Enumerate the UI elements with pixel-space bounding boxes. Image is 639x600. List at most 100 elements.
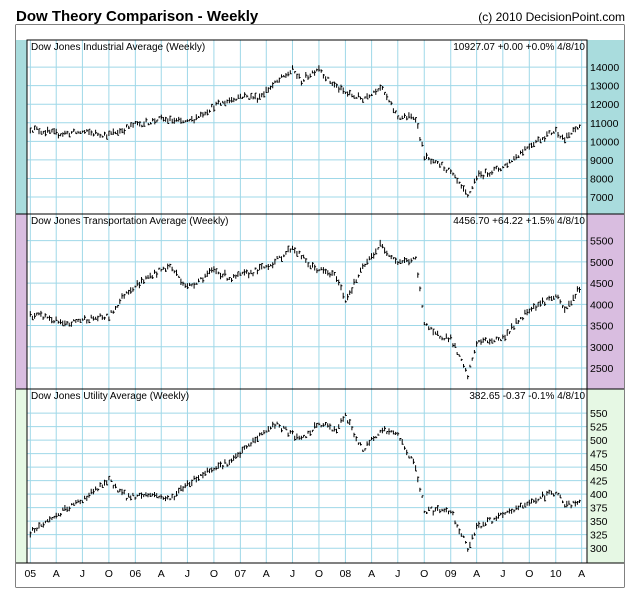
data-point xyxy=(345,415,346,416)
data-point xyxy=(424,156,425,157)
data-point xyxy=(82,319,83,320)
chart-title: Dow Theory Comparison - Weekly xyxy=(16,8,259,25)
data-point xyxy=(529,144,530,145)
y-tick-label: 3500 xyxy=(590,321,614,333)
y-tick-label: 2500 xyxy=(590,363,614,375)
data-point xyxy=(441,165,442,166)
data-point xyxy=(433,333,434,334)
data-point xyxy=(450,338,451,339)
y-tick-label: 425 xyxy=(590,476,608,488)
x-tick-label: O xyxy=(210,568,218,580)
data-point xyxy=(169,265,170,266)
data-point xyxy=(581,124,582,125)
data-point xyxy=(30,128,31,129)
data-point xyxy=(257,97,258,98)
x-tick-label: O xyxy=(525,568,533,580)
data-point xyxy=(292,434,293,435)
right-band-2 xyxy=(587,214,624,389)
data-point xyxy=(108,316,109,317)
y-tick-label: 8000 xyxy=(590,173,614,185)
panel-title: Dow Jones Transportation Average (Weekly… xyxy=(31,216,229,227)
data-point xyxy=(187,122,188,123)
right-band-3 xyxy=(587,389,624,563)
y-tick-label: 4500 xyxy=(590,278,614,290)
price-bars-2 xyxy=(29,239,581,380)
y-tick-label: 400 xyxy=(590,489,608,501)
data-point xyxy=(336,429,337,430)
data-point xyxy=(30,314,31,315)
data-point xyxy=(30,531,31,532)
data-point xyxy=(362,450,363,451)
data-point xyxy=(564,139,565,140)
data-point xyxy=(187,287,188,288)
data-point xyxy=(397,434,398,435)
data-point xyxy=(450,172,451,173)
y-tick-label: 5500 xyxy=(590,236,614,248)
data-point xyxy=(274,423,275,424)
panel-title: Dow Jones Utility Average (Weekly) xyxy=(31,391,189,402)
panel-quote: 4456.70 +64.22 +1.5% 4/8/10 xyxy=(453,216,585,227)
data-point xyxy=(301,440,302,441)
data-point xyxy=(397,117,398,118)
data-point xyxy=(108,134,109,135)
right-band-1 xyxy=(587,40,624,214)
x-tick-label: J xyxy=(500,568,505,580)
data-point xyxy=(187,483,188,484)
x-tick-label: O xyxy=(105,568,113,580)
data-point xyxy=(213,467,214,468)
y-tick-label: 11000 xyxy=(590,118,619,130)
data-point xyxy=(433,510,434,511)
x-tick-label: 09 xyxy=(445,568,457,580)
left-band-1 xyxy=(16,40,27,214)
data-point xyxy=(467,548,468,549)
data-point xyxy=(555,130,556,131)
y-tick-label: 550 xyxy=(590,408,608,420)
data-point xyxy=(467,196,468,197)
copyright-notice: (c) 2010 DecisionPoint.com xyxy=(478,10,625,24)
data-point xyxy=(152,494,153,495)
x-tick-label: 10 xyxy=(550,568,562,580)
data-point xyxy=(231,278,232,279)
data-point xyxy=(108,480,109,481)
y-tick-label: 475 xyxy=(590,449,608,461)
x-tick-label: J xyxy=(395,568,400,580)
data-point xyxy=(161,118,162,119)
chart-frame xyxy=(15,24,625,588)
price-bars-1 xyxy=(29,65,581,198)
data-point xyxy=(450,510,451,511)
data-point xyxy=(433,163,434,164)
y-tick-label: 9000 xyxy=(590,155,614,167)
data-point xyxy=(415,259,416,260)
data-point xyxy=(213,270,214,271)
y-tick-label: 13000 xyxy=(590,81,619,93)
x-tick-label: 05 xyxy=(24,568,36,580)
data-point xyxy=(318,67,319,68)
data-point xyxy=(424,321,425,322)
data-point xyxy=(135,124,136,125)
top-margin xyxy=(16,25,624,40)
x-tick-label: J xyxy=(80,568,85,580)
y-tick-label: 3000 xyxy=(590,342,614,354)
data-point xyxy=(345,299,346,300)
x-tick-label: 07 xyxy=(235,568,247,580)
x-tick-label: A xyxy=(53,568,60,580)
data-point xyxy=(529,502,530,503)
y-tick-label: 5000 xyxy=(590,257,614,269)
data-point xyxy=(397,261,398,262)
panel-title: Dow Jones Industrial Average (Weekly) xyxy=(31,42,205,53)
panel-quote: 382.65 -0.37 -0.1% 4/8/10 xyxy=(469,391,585,402)
data-point xyxy=(415,117,416,118)
data-point xyxy=(476,526,477,527)
data-point xyxy=(529,308,530,309)
data-point xyxy=(362,98,363,99)
data-point xyxy=(56,133,57,134)
x-tick-label: A xyxy=(578,568,585,580)
y-tick-label: 325 xyxy=(590,530,608,542)
panel-quote: 10927.07 +0.00 +0.0% 4/8/10 xyxy=(453,42,585,53)
data-point xyxy=(380,244,381,245)
data-point xyxy=(257,437,258,438)
left-band-3 xyxy=(16,389,27,563)
data-point xyxy=(467,376,468,377)
data-point xyxy=(126,291,127,292)
